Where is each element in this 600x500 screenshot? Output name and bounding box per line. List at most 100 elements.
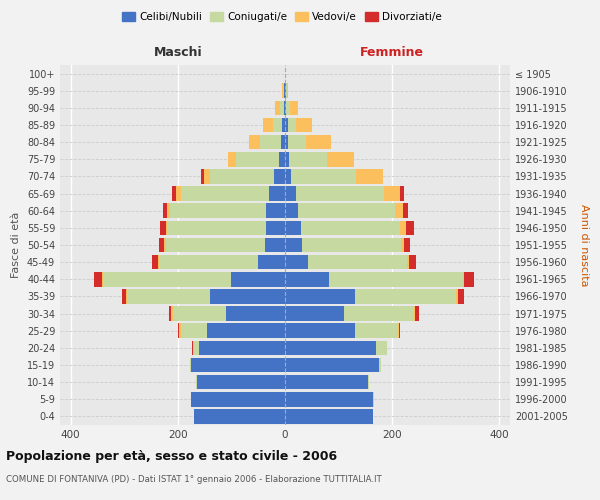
Bar <box>191 392 285 406</box>
Bar <box>232 272 285 286</box>
Bar <box>281 135 285 150</box>
Bar <box>258 255 285 270</box>
Bar <box>181 186 269 201</box>
Bar <box>159 255 258 270</box>
Bar <box>327 152 353 166</box>
Bar <box>197 375 285 390</box>
Bar <box>208 324 285 338</box>
Bar <box>463 272 464 286</box>
Bar <box>169 306 172 321</box>
Bar <box>181 324 208 338</box>
Bar <box>296 118 312 132</box>
Bar <box>285 238 302 252</box>
Bar <box>269 186 285 201</box>
Bar <box>167 204 170 218</box>
Bar <box>285 118 287 132</box>
Bar <box>275 100 280 115</box>
Bar <box>301 220 400 235</box>
Bar <box>126 289 127 304</box>
Bar <box>407 255 409 270</box>
Bar <box>464 272 474 286</box>
Bar <box>278 152 285 166</box>
Text: Popolazione per età, sesso e stato civile - 2006: Popolazione per età, sesso e stato civil… <box>6 450 337 463</box>
Bar <box>179 324 181 338</box>
Text: Femmine: Femmine <box>360 46 424 59</box>
Bar <box>368 375 369 390</box>
Bar <box>379 358 382 372</box>
Bar <box>272 118 283 132</box>
Bar <box>166 238 265 252</box>
Bar <box>286 84 287 98</box>
Bar <box>210 169 274 184</box>
Bar <box>287 135 307 150</box>
Bar <box>289 152 327 166</box>
Bar <box>127 289 210 304</box>
Bar <box>190 358 191 372</box>
Bar <box>260 135 281 150</box>
Bar <box>285 169 292 184</box>
Bar <box>413 306 415 321</box>
Bar <box>285 324 355 338</box>
Bar <box>287 118 296 132</box>
Bar <box>280 100 284 115</box>
Bar <box>227 152 236 166</box>
Bar <box>406 220 413 235</box>
Bar <box>176 186 181 201</box>
Bar <box>173 306 226 321</box>
Bar <box>201 169 203 184</box>
Bar <box>199 340 285 355</box>
Bar <box>167 220 266 235</box>
Bar <box>296 186 384 201</box>
Bar <box>302 238 401 252</box>
Bar <box>203 169 210 184</box>
Bar <box>285 409 373 424</box>
Bar <box>285 272 329 286</box>
Bar <box>356 169 383 184</box>
Bar <box>398 324 400 338</box>
Bar <box>285 135 287 150</box>
Text: Maschi: Maschi <box>154 46 202 59</box>
Y-axis label: Anni di nascita: Anni di nascita <box>579 204 589 286</box>
Bar <box>344 306 413 321</box>
Bar <box>285 152 289 166</box>
Bar <box>395 204 403 218</box>
Bar <box>285 220 301 235</box>
Bar <box>400 186 404 201</box>
Bar <box>458 289 464 304</box>
Bar <box>102 272 103 286</box>
Bar <box>191 358 285 372</box>
Bar <box>286 100 290 115</box>
Bar <box>172 306 173 321</box>
Bar <box>403 204 408 218</box>
Bar <box>404 238 410 252</box>
Bar <box>122 289 126 304</box>
Bar <box>285 204 298 218</box>
Bar <box>172 186 176 201</box>
Bar <box>285 306 344 321</box>
Bar <box>285 289 355 304</box>
Bar <box>210 289 285 304</box>
Bar <box>285 340 376 355</box>
Bar <box>266 204 285 218</box>
Bar <box>298 204 395 218</box>
Bar <box>287 84 288 98</box>
Bar <box>283 118 285 132</box>
Bar <box>355 289 457 304</box>
Bar <box>163 204 167 218</box>
Bar <box>285 100 286 115</box>
Bar <box>178 324 179 338</box>
Text: COMUNE DI FONTANIVA (PD) - Dati ISTAT 1° gennaio 2006 - Elaborazione TUTTITALIA.: COMUNE DI FONTANIVA (PD) - Dati ISTAT 1°… <box>6 475 382 484</box>
Bar <box>263 118 272 132</box>
Bar <box>401 238 404 252</box>
Bar <box>308 255 407 270</box>
Bar <box>457 289 458 304</box>
Bar <box>355 324 398 338</box>
Bar <box>376 340 387 355</box>
Bar <box>170 204 266 218</box>
Bar <box>384 186 400 201</box>
Bar <box>193 340 194 355</box>
Bar <box>249 135 260 150</box>
Bar <box>103 272 232 286</box>
Bar <box>194 409 285 424</box>
Bar <box>192 340 193 355</box>
